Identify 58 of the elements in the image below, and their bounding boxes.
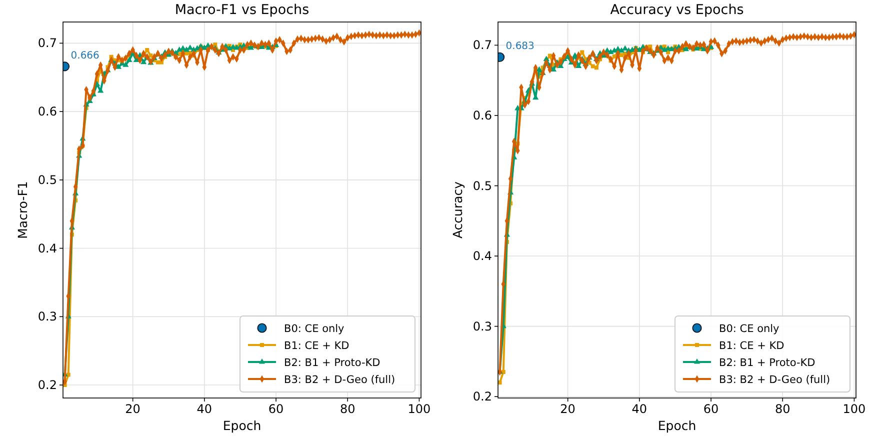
y-tick-label: 0.6 bbox=[472, 108, 492, 122]
point bbox=[159, 60, 164, 64]
x-tick-label: 40 bbox=[632, 402, 648, 416]
y-axis-title: Accuracy bbox=[450, 180, 465, 239]
legend-label: B3: B2 + D-Geo (full) bbox=[719, 374, 830, 386]
point bbox=[594, 66, 598, 70]
y-tick-label: 0.7 bbox=[38, 36, 57, 50]
annotation: 0.666 bbox=[70, 50, 100, 62]
x-tick-label: 60 bbox=[703, 402, 719, 416]
point bbox=[122, 62, 129, 67]
y-tick-label: 0.5 bbox=[472, 178, 492, 193]
y-tick-label: 0.3 bbox=[472, 319, 492, 334]
point bbox=[98, 88, 104, 93]
y-tick-label: 0.2 bbox=[38, 378, 57, 392]
x-axis-title: Epoch bbox=[222, 418, 262, 433]
x-tick-label: 80 bbox=[340, 402, 356, 416]
y-tick-label: 0.6 bbox=[38, 104, 57, 119]
legend-label: B0: CE only bbox=[284, 323, 344, 335]
point bbox=[183, 46, 190, 52]
legend-label: B2: B1 + Proto-KD bbox=[719, 357, 816, 369]
x-axis-title: Epoch bbox=[658, 418, 696, 433]
point bbox=[140, 58, 147, 64]
x-tick-label: 80 bbox=[774, 402, 790, 416]
legend-label: B3: B2 + D-Geo (full) bbox=[284, 374, 396, 386]
x-tick-label: 100 bbox=[842, 402, 866, 416]
point bbox=[148, 54, 153, 58]
x-tick-label: 20 bbox=[125, 402, 140, 416]
point bbox=[213, 42, 218, 47]
point bbox=[145, 48, 150, 52]
annotation: 0.683 bbox=[506, 41, 534, 52]
point bbox=[115, 64, 122, 69]
legend-label: B1: CE + KD bbox=[719, 340, 784, 352]
y-tick-label: 0.5 bbox=[38, 172, 57, 187]
point bbox=[618, 47, 625, 53]
point bbox=[176, 46, 182, 52]
y-tick-label: 0.4 bbox=[38, 241, 57, 256]
legend-label: B1: CE + KD bbox=[284, 340, 350, 352]
y-tick-label: 0.4 bbox=[472, 249, 492, 264]
point bbox=[126, 56, 132, 62]
y-tick-label: 0.2 bbox=[472, 390, 492, 404]
x-tick-label: 100 bbox=[408, 402, 431, 416]
chart-title: Accuracy vs Epochs bbox=[610, 2, 744, 18]
x-tick-label: 60 bbox=[268, 402, 284, 416]
point bbox=[576, 62, 582, 68]
x-tick-label: 20 bbox=[560, 402, 576, 416]
point bbox=[590, 64, 595, 68]
chart-title: Macro-F1 vs Epochs bbox=[174, 2, 310, 18]
legend-label: B0: CE only bbox=[719, 323, 780, 335]
x-tick-label: 40 bbox=[196, 402, 212, 416]
point bbox=[548, 54, 552, 58]
y-axis-title: Macro-F1 bbox=[15, 181, 30, 239]
point bbox=[66, 372, 70, 377]
y-tick-label: 0.7 bbox=[472, 38, 492, 52]
legend-label: B2: B1 + Proto-KD bbox=[284, 357, 380, 369]
y-tick-label: 0.3 bbox=[38, 310, 57, 324]
point bbox=[550, 66, 557, 72]
point bbox=[580, 50, 584, 54]
point bbox=[498, 380, 502, 385]
